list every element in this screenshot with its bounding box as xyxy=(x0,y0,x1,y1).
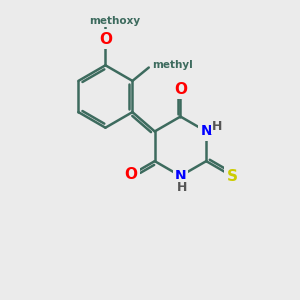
Text: O: O xyxy=(99,32,112,46)
Text: methyl: methyl xyxy=(152,59,193,70)
Text: N: N xyxy=(200,124,212,138)
Text: H: H xyxy=(212,120,223,133)
Text: H: H xyxy=(177,181,187,194)
Text: N: N xyxy=(175,169,186,183)
Text: O: O xyxy=(174,82,187,97)
Text: methoxy: methoxy xyxy=(89,16,140,26)
Text: S: S xyxy=(226,169,238,184)
Text: O: O xyxy=(124,167,138,182)
